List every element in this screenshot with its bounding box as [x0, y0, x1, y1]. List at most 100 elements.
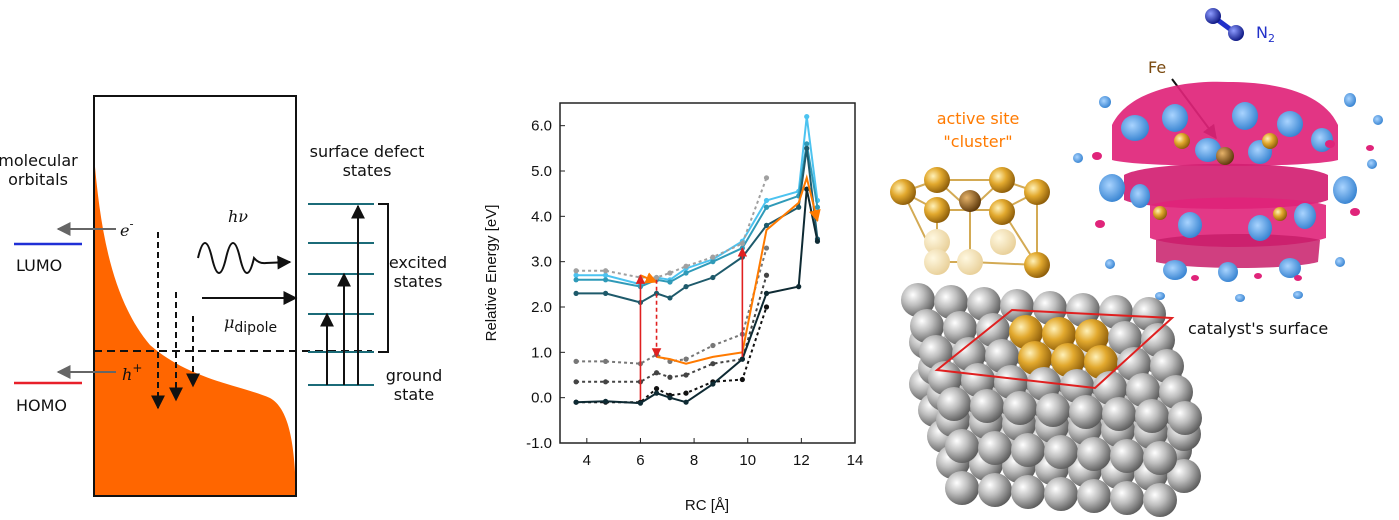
surface-atom [1011, 433, 1045, 467]
data-point [573, 399, 579, 405]
data-point [804, 186, 810, 192]
surface-atom [937, 387, 971, 421]
surface-atom [1027, 367, 1061, 401]
data-point [683, 270, 689, 276]
data-point [683, 284, 689, 290]
x-tick-label: 12 [793, 452, 810, 469]
series-line-7 [576, 188, 819, 405]
surface-atom [985, 339, 1019, 373]
y-tick-label: 3.0 [531, 254, 552, 271]
surface-atom [1132, 297, 1166, 331]
data-point [573, 290, 579, 296]
surface-defect-states-label: surface defect states [310, 142, 425, 180]
data-point [804, 114, 810, 120]
y-tick-label: 4.0 [531, 208, 552, 225]
isosurface-magenta-blobs [1092, 140, 1374, 281]
surface-atom [1143, 441, 1177, 475]
surface-gold-atom [1051, 343, 1085, 377]
surface-atom [1108, 321, 1142, 355]
data-point [763, 222, 770, 228]
series-line-2 [576, 148, 819, 304]
data-point [667, 295, 673, 301]
surface-atom [1135, 399, 1169, 433]
surface-atom [1099, 295, 1133, 329]
surface-atom [978, 431, 1012, 465]
surface-atom [1167, 459, 1201, 493]
data-point [602, 277, 609, 283]
surface-atom [1036, 393, 1070, 427]
data-point [763, 245, 770, 251]
data-point [602, 379, 609, 385]
electron-label: e- [120, 217, 134, 240]
data-point [573, 272, 579, 278]
surface-gold-atom [1009, 315, 1043, 349]
embedded-atoms [1153, 133, 1287, 221]
surface-atom [1126, 373, 1160, 407]
data-point [653, 386, 660, 392]
fe-label: Fe [1148, 58, 1166, 77]
data-point [653, 290, 660, 296]
au-atom [924, 167, 950, 193]
excited-states-bracket [378, 203, 389, 353]
fe-center-atom [1216, 147, 1234, 165]
data-point [763, 290, 770, 296]
hole-label: h+ [122, 361, 142, 384]
data-point [814, 238, 821, 244]
data-point [637, 400, 644, 406]
surface-atom [1044, 435, 1078, 469]
data-point [804, 145, 810, 151]
surface-gold-atom [1075, 319, 1109, 353]
data-point [683, 390, 689, 396]
au-atom [890, 179, 916, 205]
data-point [653, 274, 660, 281]
defect-state-levels [308, 203, 374, 386]
data-point [710, 274, 716, 281]
data-point [653, 370, 660, 376]
data-point [573, 268, 579, 274]
data-point [710, 342, 716, 349]
lumo-label: LUMO [16, 256, 62, 275]
surface-atom [901, 283, 935, 317]
data-point [763, 272, 770, 278]
data-point [739, 240, 745, 247]
data-point [667, 374, 673, 380]
data-point [602, 268, 609, 274]
unit-cell-outline [934, 308, 1175, 390]
dipole-label: μdipole [224, 313, 277, 336]
photon-label: hν [228, 207, 248, 226]
data-point [683, 399, 689, 405]
surface-atom [1003, 391, 1037, 425]
data-point [667, 279, 673, 285]
data-point [739, 376, 745, 383]
homo-label: HOMO [16, 396, 67, 415]
surface-atom [1168, 401, 1202, 435]
series-line-4 [576, 247, 768, 365]
surface-atom [934, 285, 968, 319]
surface-atom [1033, 291, 1067, 325]
data-point [573, 277, 579, 283]
surface-gold-atom [1018, 341, 1052, 375]
x-tick-label: 8 [690, 452, 698, 469]
series-line-0 [576, 116, 819, 286]
x-tick-label: 6 [636, 452, 644, 469]
data-point [710, 361, 716, 367]
data-point [710, 259, 716, 265]
isosurface-blue [1073, 93, 1383, 302]
au-atom [1024, 252, 1050, 278]
ground-state-label: ground state [386, 366, 443, 404]
surface-atom [943, 311, 977, 345]
surface-atom [1117, 347, 1151, 381]
data-point [814, 204, 821, 210]
catalyst-surface-panel: catalyst's surface [901, 283, 1328, 517]
series-line-3 [576, 177, 768, 279]
surface-atom [1102, 397, 1136, 431]
data-point [796, 284, 802, 290]
surface-atom [1143, 483, 1177, 517]
surface-slab-atoms [901, 283, 1202, 517]
y-tick-label: 0.0 [531, 390, 552, 407]
surface-atom [1150, 349, 1184, 383]
y-tick-label: 6.0 [531, 118, 552, 135]
surface-atom [1044, 477, 1078, 511]
surface-atom [978, 473, 1012, 507]
series-line-1 [576, 143, 819, 288]
